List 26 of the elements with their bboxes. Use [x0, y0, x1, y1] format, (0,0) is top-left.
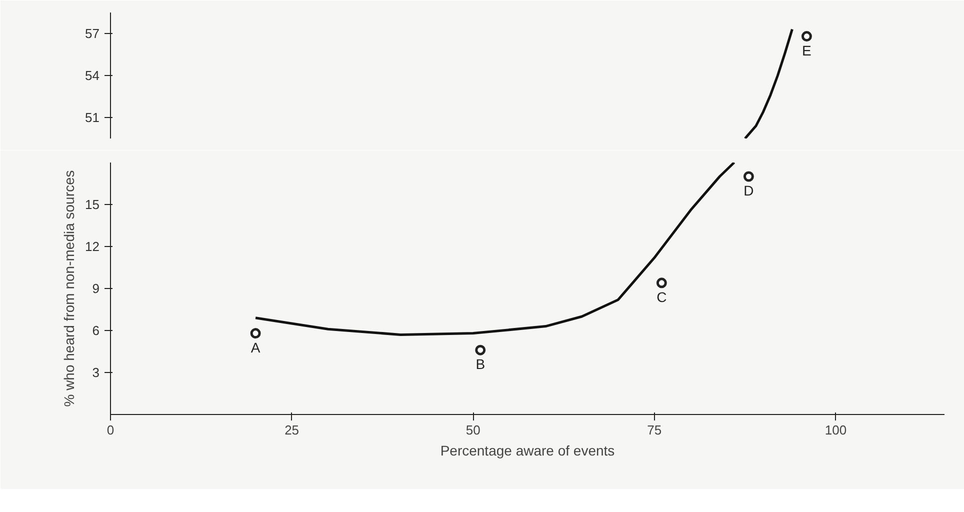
point — [656, 278, 667, 288]
x-tick-label: 50 — [466, 422, 480, 438]
annotation: C — [656, 288, 667, 305]
annotation: D — [744, 182, 754, 198]
annotation: E — [802, 42, 812, 58]
y-tick-label: 15 — [85, 197, 100, 212]
y-tick-label: 51 — [85, 110, 100, 125]
y-tick-label: 54 — [85, 68, 100, 83]
y-tick-label: 12 — [85, 239, 100, 254]
line-series — [254, 162, 736, 336]
x-axis-title: Percentage aware of events — [440, 442, 615, 458]
y-tick-label: 9 — [92, 281, 100, 296]
point — [475, 344, 486, 356]
x-tick-label: 75 — [647, 422, 662, 438]
x-tick-label: 0 — [106, 422, 114, 438]
y-axis-title: % who heard from non-media sources — [61, 170, 78, 407]
annotation: B — [476, 356, 486, 372]
point — [743, 171, 754, 182]
x-tick-label: 25 — [284, 422, 300, 438]
line-series — [744, 28, 794, 138]
annotation: A — [250, 339, 261, 356]
point — [250, 328, 261, 339]
y-tick-label: 6 — [92, 323, 100, 338]
y-tick-label: 57 — [85, 26, 100, 41]
y-tick-label: 3 — [92, 365, 100, 380]
x-tick-label: 100 — [824, 422, 847, 438]
